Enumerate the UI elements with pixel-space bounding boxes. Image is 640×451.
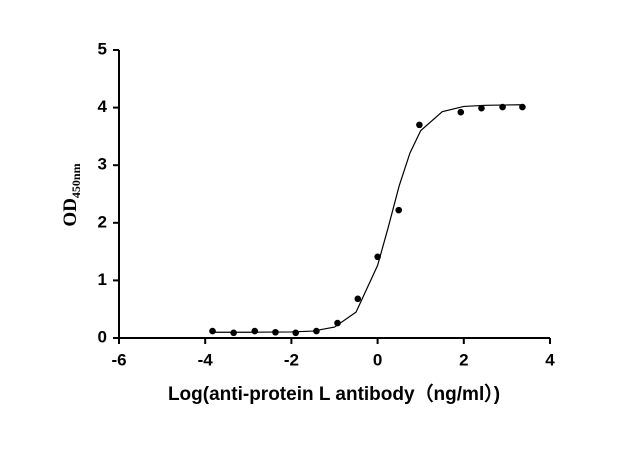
data-point <box>519 103 526 111</box>
y-tick-label: 1 <box>98 270 107 289</box>
x-tick-label: -4 <box>198 350 214 369</box>
data-point <box>457 108 465 116</box>
x-axis-label: Log(anti-protein L antibody（ng/ml）) <box>168 382 500 405</box>
data-point <box>374 253 381 261</box>
y-tick-label: 4 <box>98 97 108 116</box>
data-point <box>251 327 259 335</box>
y-label-subscript: 450nm <box>69 163 83 198</box>
data-point <box>272 328 279 336</box>
data-point <box>395 206 403 214</box>
x-tick-label: 0 <box>373 350 382 369</box>
data-point <box>354 295 362 303</box>
data-point <box>313 327 320 335</box>
x-tick-label: -6 <box>111 350 126 369</box>
data-point <box>334 319 341 327</box>
data-point <box>478 104 485 112</box>
data-point <box>499 103 506 111</box>
y-tick-label: 0 <box>98 327 107 346</box>
data-point <box>230 329 237 337</box>
y-tick-label: 5 <box>98 39 107 58</box>
y-label-text: OD <box>60 198 81 227</box>
fit-curve <box>212 104 523 333</box>
y-axis-label: OD450nm <box>60 163 82 226</box>
data-point <box>292 329 300 337</box>
x-tick-label: 2 <box>459 350 468 369</box>
y-tick-label: 2 <box>98 212 107 231</box>
y-tick-label: 3 <box>98 155 107 174</box>
data-point <box>209 327 216 335</box>
data-point <box>416 121 423 129</box>
x-tick-label: 4 <box>545 350 555 369</box>
x-tick-label: -2 <box>284 350 299 369</box>
